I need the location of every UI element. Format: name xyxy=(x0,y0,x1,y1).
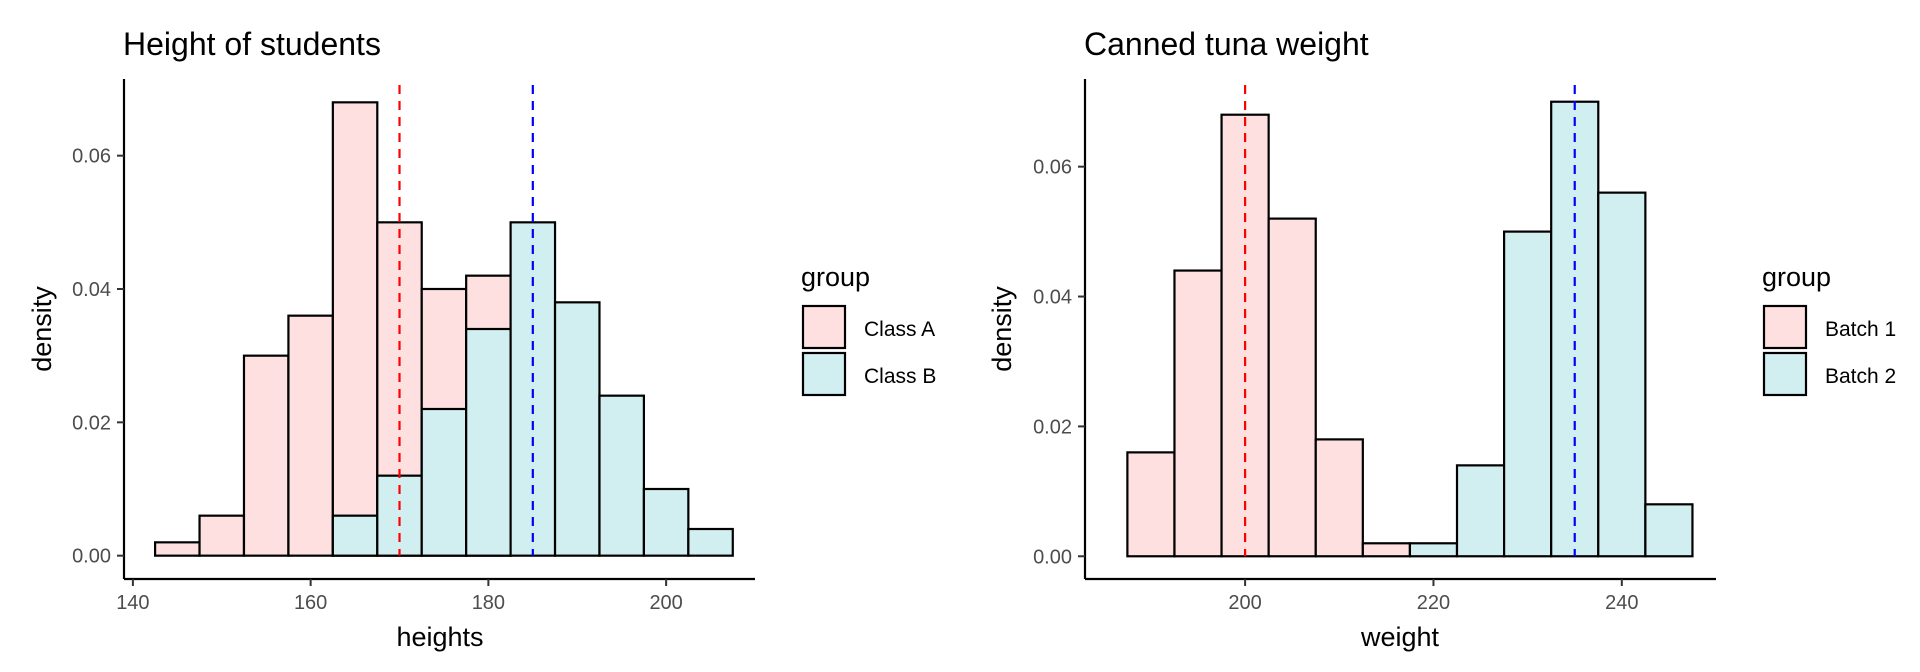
histogram-bar-batch-1 xyxy=(1314,438,1364,558)
histogram-bar-batch-2 xyxy=(1408,542,1459,558)
legend-label-batch-2: Batch 2 xyxy=(1825,365,1896,388)
y-axis-title: density xyxy=(987,286,1017,372)
histogram-bar-class-a xyxy=(154,541,201,557)
histogram-bar-class-b xyxy=(420,407,468,557)
legend: group Class A Class B xyxy=(801,262,936,397)
chart-panel-1: Height of students 140 160 180 200 0.00 0.02… xyxy=(27,26,936,652)
histogram-bar-batch-1 xyxy=(1267,217,1317,558)
histogram-bar-class-b xyxy=(642,487,690,557)
histogram-bar-batch-1 xyxy=(1173,269,1223,558)
legend-label-class-b: Class B xyxy=(864,365,936,388)
mean-lines xyxy=(398,85,534,556)
x-ticks: 200 220 240 xyxy=(1228,579,1639,614)
y-tick-label: 0.06 xyxy=(72,146,111,168)
y-tick-label: 0.00 xyxy=(72,546,111,568)
x-axis-title: weight xyxy=(1360,622,1440,652)
y-tick-label: 0.02 xyxy=(1033,416,1072,438)
legend-label-batch-1: Batch 1 xyxy=(1825,318,1896,341)
x-tick-label: 140 xyxy=(116,592,149,614)
y-tick-label: 0.00 xyxy=(1033,546,1072,568)
mean-lines xyxy=(1244,85,1576,557)
legend-key-class-b xyxy=(801,351,847,397)
y-tick-label: 0.06 xyxy=(1033,157,1072,179)
x-tick-label: 200 xyxy=(1228,592,1261,614)
histogram-bar-batch-2 xyxy=(1502,230,1553,558)
legend-title: group xyxy=(801,262,870,292)
histogram-bar-batch-1 xyxy=(1126,451,1176,558)
legend-key-batch-1 xyxy=(1762,304,1808,350)
histogram-bars xyxy=(154,101,734,557)
histogram-bar-class-b xyxy=(687,527,734,557)
histogram-bar-batch-2 xyxy=(1644,503,1694,558)
x-tick-label: 160 xyxy=(294,592,327,614)
x-axis-title: heights xyxy=(396,622,483,652)
x-tick-label: 180 xyxy=(472,592,505,614)
histogram-bar-batch-2 xyxy=(1597,191,1647,558)
histogram-bar-class-b xyxy=(331,514,379,557)
x-tick-label: 240 xyxy=(1605,592,1638,614)
legend-key-class-a xyxy=(801,304,847,350)
histogram-bar-class-b xyxy=(465,327,512,557)
x-tick-label: 220 xyxy=(1417,592,1450,614)
histogram-bar-class-b xyxy=(553,301,601,557)
histogram-bar-batch-2 xyxy=(1455,464,1506,558)
y-tick-label: 0.04 xyxy=(1033,287,1072,309)
y-axis-title: density xyxy=(27,286,57,372)
chart-title: Height of students xyxy=(123,26,381,62)
y-ticks: 0.00 0.02 0.04 0.06 xyxy=(72,146,124,568)
legend-title: group xyxy=(1762,262,1831,292)
histogram-bar-class-a xyxy=(242,354,290,557)
histogram-bar-class-a xyxy=(287,314,334,557)
legend: group Batch 1 Batch 2 xyxy=(1762,262,1896,397)
y-tick-label: 0.02 xyxy=(72,412,111,434)
x-ticks: 140 160 180 200 xyxy=(116,579,683,614)
histogram-bar-class-a xyxy=(331,101,379,557)
y-tick-label: 0.04 xyxy=(72,279,111,301)
y-ticks: 0.00 0.02 0.04 0.06 xyxy=(1033,157,1085,568)
legend-key-batch-2 xyxy=(1762,351,1808,397)
histogram-bar-batch-1 xyxy=(1361,542,1412,558)
legend-label-class-a: Class A xyxy=(864,318,935,341)
x-tick-label: 200 xyxy=(649,592,682,614)
chart-panel-2: Canned tuna weight 200 220 240 0.000.020.0… xyxy=(987,26,1896,652)
chart-title: Canned tuna weight xyxy=(1084,26,1369,62)
histogram-bar-class-b xyxy=(598,394,646,557)
histogram-bar-class-a xyxy=(198,514,246,557)
histogram-bars xyxy=(1126,100,1694,558)
